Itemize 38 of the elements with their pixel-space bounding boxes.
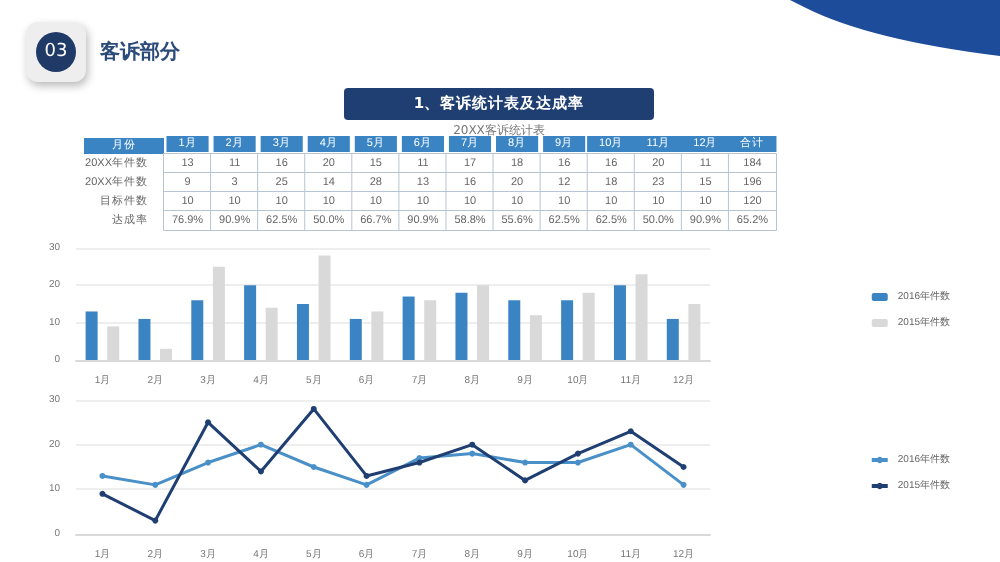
bar xyxy=(402,296,415,360)
point xyxy=(363,481,370,488)
bar xyxy=(244,285,257,360)
point xyxy=(680,481,687,488)
point xyxy=(152,481,159,488)
text: 03 xyxy=(36,32,76,72)
point xyxy=(257,441,264,448)
point xyxy=(627,441,634,448)
point xyxy=(99,472,106,479)
bar xyxy=(138,318,151,360)
line-series xyxy=(99,441,687,488)
line-series xyxy=(99,405,687,524)
point xyxy=(363,472,370,479)
bar xyxy=(296,304,309,360)
point xyxy=(152,517,159,524)
point xyxy=(680,464,687,470)
point xyxy=(310,464,317,470)
point xyxy=(574,459,581,466)
point xyxy=(99,490,106,497)
point xyxy=(205,419,212,426)
bar xyxy=(508,300,521,360)
point xyxy=(522,477,529,484)
bar xyxy=(455,292,468,360)
bar xyxy=(349,318,362,360)
point xyxy=(522,459,529,466)
bar xyxy=(85,311,98,360)
text: 客诉部分 xyxy=(100,38,180,66)
point xyxy=(469,450,476,457)
point xyxy=(205,459,212,466)
bar xyxy=(561,300,574,360)
bar xyxy=(191,300,204,360)
point xyxy=(627,428,634,435)
point xyxy=(574,450,581,457)
point xyxy=(469,441,476,448)
bar xyxy=(666,318,679,360)
point xyxy=(310,405,317,412)
bar xyxy=(613,285,626,360)
point xyxy=(257,468,264,475)
